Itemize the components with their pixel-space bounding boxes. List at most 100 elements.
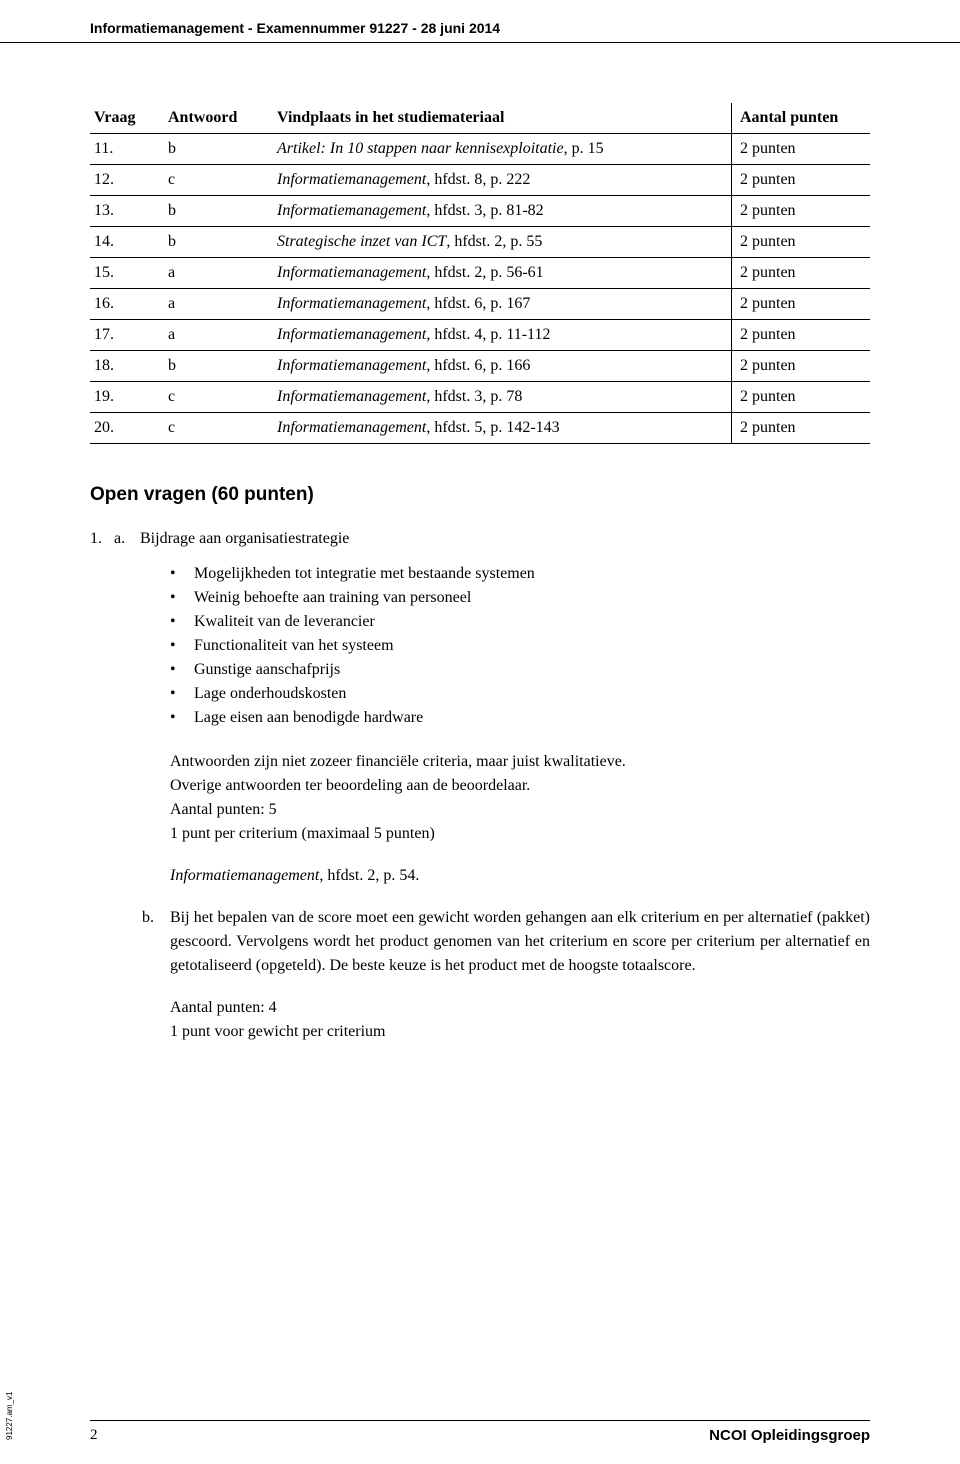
ref-italic: Informatiemanagement (170, 867, 319, 884)
col-vindplaats: Vindplaats in het studiemateriaal (273, 103, 732, 134)
cell-antwoord: c (164, 165, 273, 196)
source-title: Strategische inzet van ICT (277, 233, 446, 250)
cell-vraag: 19. (90, 382, 164, 413)
cell-antwoord: c (164, 413, 273, 444)
table-row: 15.aInformatiemanagement, hfdst. 2, p. 5… (90, 258, 870, 289)
cell-vindplaats: Informatiemanagement, hfdst. 2, p. 56-61 (273, 258, 732, 289)
header-exam: Examennummer 91227 (257, 20, 409, 36)
list-item: Kwaliteit van de leverancier (170, 610, 870, 634)
source-title: Informatiemanagement (277, 202, 426, 219)
sub-text: Bij het bepalen van de score moet een ge… (170, 906, 870, 978)
cell-vraag: 12. (90, 165, 164, 196)
para-line: Aantal punten: 5 (170, 798, 870, 822)
list-item: Lage onderhoudskosten (170, 682, 870, 706)
cell-vraag: 20. (90, 413, 164, 444)
points-line: 1 punt voor gewicht per criterium (170, 1020, 870, 1044)
points-line: Aantal punten: 4 (170, 996, 870, 1020)
answer-table: Vraag Antwoord Vindplaats in het studiem… (90, 103, 870, 444)
source-rest: , hfdst. 6, p. 166 (426, 357, 530, 374)
source-rest: , hfdst. 4, p. 11-112 (426, 326, 550, 343)
cell-vindplaats: Strategische inzet van ICT, hfdst. 2, p.… (273, 227, 732, 258)
cell-punten: 2 punten (732, 289, 871, 320)
points-block-b: Aantal punten: 4 1 punt voor gewicht per… (170, 996, 870, 1044)
open-questions-heading: Open vragen (60 punten) (90, 484, 870, 506)
source-title: Informatiemanagement (277, 295, 426, 312)
source-rest: , hfdst. 3, p. 78 (426, 388, 522, 405)
cell-vindplaats: Artikel: In 10 stappen naar kennisexploi… (273, 134, 732, 165)
question-line: 1. a. Bijdrage aan organisatiestrategie (90, 530, 870, 548)
cell-vindplaats: Informatiemanagement, hfdst. 6, p. 166 (273, 351, 732, 382)
source-rest: , hfdst. 5, p. 142-143 (426, 419, 559, 436)
table-row: 14.bStrategische inzet van ICT, hfdst. 2… (90, 227, 870, 258)
header-date: 28 juni 2014 (421, 20, 500, 36)
list-item: Weinig behoefte aan training van persone… (170, 586, 870, 610)
source-rest: , hfdst. 2, p. 55 (446, 233, 542, 250)
reference-block: Informatiemanagement, hfdst. 2, p. 54. (170, 864, 870, 888)
col-punten: Aantal punten (732, 103, 871, 134)
para-line: 1 punt per criterium (maximaal 5 punten) (170, 822, 870, 846)
footer-brand: NCOI Opleidingsgroep (709, 1427, 870, 1444)
cell-antwoord: a (164, 320, 273, 351)
table-row: 19.cInformatiemanagement, hfdst. 3, p. 7… (90, 382, 870, 413)
ref-rest: , hfdst. 2, p. 54. (319, 867, 419, 884)
header-subject: Informatiemanagement (90, 20, 244, 36)
col-antwoord: Antwoord (164, 103, 273, 134)
cell-vindplaats: Informatiemanagement, hfdst. 3, p. 81-82 (273, 196, 732, 227)
table-row: 17.aInformatiemanagement, hfdst. 4, p. 1… (90, 320, 870, 351)
page-header: Informatiemanagement - Examennummer 9122… (0, 0, 960, 43)
cell-punten: 2 punten (732, 382, 871, 413)
source-rest: , p. 15 (564, 140, 604, 157)
cell-antwoord: a (164, 258, 273, 289)
source-rest: , hfdst. 3, p. 81-82 (426, 202, 543, 219)
cell-antwoord: b (164, 196, 273, 227)
cell-punten: 2 punten (732, 258, 871, 289)
cell-punten: 2 punten (732, 165, 871, 196)
question-number: 1. (90, 530, 114, 548)
cell-punten: 2 punten (732, 351, 871, 382)
cell-vraag: 17. (90, 320, 164, 351)
list-item: Functionaliteit van het systeem (170, 634, 870, 658)
bullet-list: Mogelijkheden tot integratie met bestaan… (170, 562, 870, 730)
cell-vraag: 13. (90, 196, 164, 227)
cell-vraag: 11. (90, 134, 164, 165)
cell-punten: 2 punten (732, 134, 871, 165)
footer-divider (90, 1420, 870, 1421)
question-letter: a. (114, 530, 140, 548)
source-title: Informatiemanagement (277, 264, 426, 281)
cell-vraag: 16. (90, 289, 164, 320)
cell-vraag: 14. (90, 227, 164, 258)
cell-vindplaats: Informatiemanagement, hfdst. 8, p. 222 (273, 165, 732, 196)
cell-antwoord: b (164, 227, 273, 258)
cell-vraag: 15. (90, 258, 164, 289)
question-title: Bijdrage aan organisatiestrategie (140, 530, 870, 548)
cell-vindplaats: Informatiemanagement, hfdst. 4, p. 11-11… (273, 320, 732, 351)
source-rest: , hfdst. 8, p. 222 (426, 171, 530, 188)
source-title: Informatiemanagement (277, 388, 426, 405)
source-title: Informatiemanagement (277, 171, 426, 188)
table-row: 16.aInformatiemanagement, hfdst. 6, p. 1… (90, 289, 870, 320)
content-area: Vraag Antwoord Vindplaats in het studiem… (0, 103, 960, 1044)
cell-vindplaats: Informatiemanagement, hfdst. 6, p. 167 (273, 289, 732, 320)
cell-antwoord: b (164, 351, 273, 382)
source-title: Artikel: In 10 stappen naar kennisexploi… (277, 140, 564, 157)
table-row: 11.bArtikel: In 10 stappen naar kennisex… (90, 134, 870, 165)
page-footer: 2 NCOI Opleidingsgroep (0, 1420, 960, 1444)
cell-antwoord: a (164, 289, 273, 320)
para-line: Overige antwoorden ter beoordeling aan d… (170, 774, 870, 798)
cell-punten: 2 punten (732, 413, 871, 444)
cell-antwoord: b (164, 134, 273, 165)
cell-vraag: 18. (90, 351, 164, 382)
list-item: Mogelijkheden tot integratie met bestaan… (170, 562, 870, 586)
header-sep: - (244, 20, 256, 36)
document-page: Informatiemanagement - Examennummer 9122… (0, 0, 960, 1464)
source-title: Informatiemanagement (277, 357, 426, 374)
table-row: 12.cInformatiemanagement, hfdst. 8, p. 2… (90, 165, 870, 196)
cell-punten: 2 punten (732, 227, 871, 258)
paragraph-block: Antwoorden zijn niet zozeer financiële c… (170, 750, 870, 846)
table-header-row: Vraag Antwoord Vindplaats in het studiem… (90, 103, 870, 134)
cell-punten: 2 punten (732, 196, 871, 227)
header-sep2: - (408, 20, 420, 36)
source-rest: , hfdst. 6, p. 167 (426, 295, 530, 312)
source-rest: , hfdst. 2, p. 56-61 (426, 264, 543, 281)
cell-vindplaats: Informatiemanagement, hfdst. 3, p. 78 (273, 382, 732, 413)
